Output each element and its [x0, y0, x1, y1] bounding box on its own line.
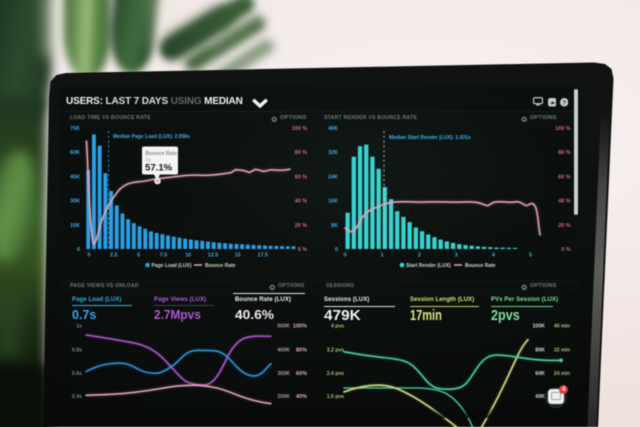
svg-text:500K: 500K	[277, 323, 290, 329]
svg-text:5: 5	[529, 253, 532, 259]
svg-text:20 %: 20 %	[558, 223, 570, 229]
svg-text:40K: 40K	[535, 394, 545, 400]
svg-text:15: 15	[235, 253, 241, 259]
svg-text:0: 0	[335, 247, 338, 253]
svg-text:7s: 7s	[145, 158, 151, 164]
svg-text:80 %: 80 %	[295, 150, 307, 156]
svg-text:32K: 32K	[328, 150, 338, 156]
svg-text:30K: 30K	[70, 199, 80, 205]
svg-text:Bounce Rate: Bounce Rate	[205, 263, 236, 269]
svg-text:0 %: 0 %	[561, 247, 570, 253]
svg-text:24K: 24K	[328, 174, 338, 180]
svg-text:400K: 400K	[277, 347, 290, 353]
svg-text:5: 5	[137, 253, 140, 259]
svg-text:2.5: 2.5	[110, 253, 118, 259]
svg-text:60K: 60K	[535, 371, 545, 377]
svg-text:0: 0	[344, 253, 347, 259]
svg-text:300K: 300K	[277, 371, 290, 377]
svg-text:?: ?	[562, 101, 566, 107]
svg-text:4: 4	[492, 253, 495, 259]
svg-text:3: 3	[455, 253, 458, 259]
svg-text:Bounce Rate: Bounce Rate	[465, 263, 496, 269]
svg-text:3.2 pvs: 3.2 pvs	[327, 347, 344, 353]
svg-text:20 %: 20 %	[295, 223, 307, 229]
svg-text:1.6 pvs: 1.6 pvs	[327, 394, 344, 400]
svg-text:40 %: 40 %	[295, 199, 307, 205]
svg-text:100%: 100%	[293, 323, 307, 329]
svg-text:80%: 80%	[296, 347, 307, 353]
svg-text:60%: 60%	[296, 371, 307, 377]
svg-text:Bounce Rate: Bounce Rate	[145, 151, 177, 157]
svg-text:7.5: 7.5	[160, 253, 168, 259]
svg-text:40 min: 40 min	[554, 323, 570, 329]
svg-text:24 min: 24 min	[554, 371, 570, 377]
svg-text:2: 2	[418, 253, 421, 259]
svg-text:0.8s: 0.8s	[72, 347, 82, 353]
svg-text:Median Page Load (LUX): 2.056s: Median Page Load (LUX): 2.056s	[113, 134, 190, 140]
svg-text:0: 0	[77, 247, 80, 253]
svg-text:100K: 100K	[532, 323, 545, 329]
svg-text:200K: 200K	[277, 394, 290, 400]
svg-text:60 %: 60 %	[558, 174, 570, 180]
svg-text:Median Start Render (LUX): 1.0: Median Start Render (LUX): 1.031s	[389, 135, 471, 141]
svg-text:0.4s: 0.4s	[72, 394, 82, 400]
svg-text:100 %: 100 %	[292, 126, 307, 132]
svg-text:60K: 60K	[70, 150, 80, 156]
svg-text:40%: 40%	[296, 394, 307, 400]
svg-text:Start Render (LUX): Start Render (LUX)	[406, 263, 451, 269]
svg-text:2.4 pvs: 2.4 pvs	[327, 371, 344, 377]
svg-text:80 %: 80 %	[558, 150, 570, 156]
svg-text:1s: 1s	[76, 323, 82, 329]
svg-text:4 pvs: 4 pvs	[331, 323, 344, 329]
svg-text:0: 0	[88, 253, 91, 259]
svg-text:1: 1	[381, 253, 384, 259]
svg-text:100 %: 100 %	[555, 126, 570, 132]
svg-text:0.6s: 0.6s	[72, 371, 82, 377]
svg-text:57.1%: 57.1%	[145, 163, 173, 174]
svg-text:60 %: 60 %	[295, 174, 307, 180]
svg-text:45K: 45K	[70, 174, 80, 180]
svg-text:32 min: 32 min	[554, 347, 570, 353]
svg-text:15K: 15K	[70, 223, 80, 229]
svg-text:12.5: 12.5	[208, 253, 219, 259]
svg-text:75K: 75K	[70, 126, 80, 132]
svg-text:80K: 80K	[535, 347, 545, 353]
svg-text:40K: 40K	[328, 126, 338, 132]
svg-text:16K: 16K	[328, 199, 338, 205]
svg-text:0 %: 0 %	[298, 247, 307, 253]
svg-text:8K: 8K	[331, 223, 338, 229]
svg-text:17.5: 17.5	[257, 253, 268, 259]
svg-text:40 %: 40 %	[558, 199, 570, 205]
svg-text:10: 10	[185, 253, 191, 259]
svg-text:Page Load (LUX): Page Load (LUX)	[152, 263, 192, 269]
